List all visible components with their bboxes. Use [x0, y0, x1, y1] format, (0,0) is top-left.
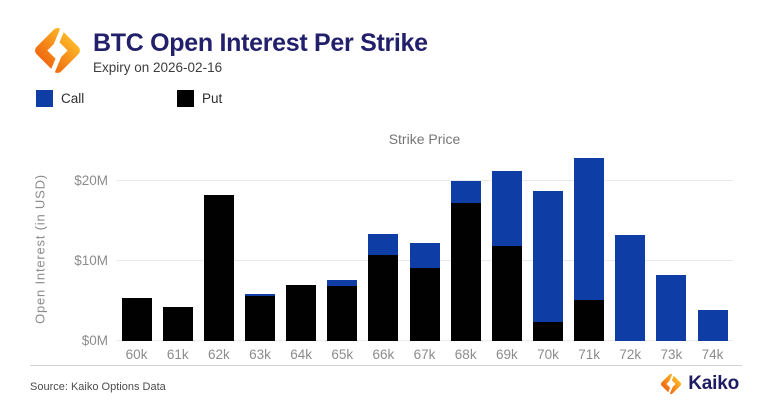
x-tick-label: 61k	[166, 347, 189, 362]
x-tick-label: 66k	[372, 347, 395, 362]
put-bar-segment[interactable]	[244, 296, 275, 341]
call-bar-segment[interactable]	[656, 274, 687, 341]
put-bar-segment[interactable]	[203, 194, 234, 341]
x-axis-ticks: 60k 61k 62k 63k 64k 65k 66k 67k 68k 69k 70k 71k 72k 7…	[116, 347, 733, 362]
header: BTC Open Interest Per Strike Expiry on 2…	[93, 29, 428, 75]
call-bar-segment[interactable]	[327, 280, 358, 286]
y-tick-label: $0M	[81, 333, 108, 348]
kaiko-brand: Kaiko	[660, 373, 739, 395]
call-color-swatch	[36, 90, 53, 107]
x-tick-label: 70k	[537, 347, 559, 362]
stacked-bar	[244, 294, 275, 341]
call-bar-segment[interactable]	[615, 234, 646, 341]
kaiko-logo-icon-footer	[660, 373, 682, 395]
stacked-bar	[491, 171, 522, 341]
x-axis-title: Strike Price	[388, 131, 461, 147]
x-tick-label: 60k	[125, 347, 148, 362]
call-bar-segment[interactable]	[574, 157, 605, 301]
bar-group	[527, 157, 568, 341]
gridline	[116, 180, 733, 181]
legend-call-label: Call	[61, 91, 85, 106]
put-bar-segment[interactable]	[574, 300, 605, 341]
bar-group	[569, 157, 610, 341]
x-tick-label: 67k	[413, 347, 436, 362]
bar-group	[157, 157, 198, 341]
put-bar-segment[interactable]	[368, 254, 399, 341]
x-tick-label: 65k	[331, 347, 354, 362]
put-bar-segment[interactable]	[409, 268, 440, 341]
stacked-bar	[615, 234, 646, 341]
stacked-bar	[409, 243, 440, 341]
x-tick-label: 72k	[619, 347, 642, 362]
source-text: Source: Kaiko Options Data	[30, 381, 166, 393]
bar-group	[116, 157, 157, 341]
stacked-bar	[697, 309, 728, 341]
bar-group	[445, 157, 486, 341]
x-tick-label: 63k	[249, 347, 271, 362]
put-bar-segment[interactable]	[491, 245, 522, 341]
stacked-bar	[203, 194, 234, 341]
put-bar-segment[interactable]	[121, 297, 152, 341]
legend-item-call[interactable]: Call	[36, 90, 84, 107]
bar-group	[692, 157, 733, 341]
stacked-bar	[162, 307, 193, 341]
stacked-bar	[121, 297, 152, 341]
legend-item-put[interactable]: Put	[177, 90, 222, 107]
stacked-bar	[532, 191, 563, 341]
call-bar-segment[interactable]	[368, 233, 399, 255]
put-bar-segment[interactable]	[450, 202, 481, 341]
x-tick-label: 68k	[454, 347, 477, 362]
bar-group	[610, 157, 651, 341]
footer-divider	[30, 365, 742, 366]
bar-group	[651, 157, 692, 341]
x-tick-label: 71k	[578, 347, 600, 362]
put-bar-segment[interactable]	[327, 285, 358, 341]
call-bar-segment[interactable]	[532, 191, 563, 322]
put-bar-segment[interactable]	[532, 321, 563, 341]
bar-group	[198, 157, 239, 341]
x-tick-label: 74k	[701, 347, 724, 362]
bar-group	[486, 157, 527, 341]
x-tick-label: 64k	[290, 347, 313, 362]
stacked-bar	[450, 181, 481, 341]
x-tick-label: 62k	[207, 347, 230, 362]
call-bar-segment[interactable]	[697, 309, 728, 341]
kaiko-logo-icon	[33, 26, 82, 75]
y-tick-label: $10M	[74, 253, 108, 268]
x-tick-label: 69k	[495, 347, 518, 362]
legend-put-label: Put	[202, 91, 223, 106]
bar-group	[322, 157, 363, 341]
bar-group	[281, 157, 322, 341]
plot-area: $20M $10M $0M	[74, 157, 733, 348]
stacked-bar	[574, 157, 605, 341]
stacked-bar	[327, 280, 358, 341]
bar-group	[239, 157, 280, 341]
call-bar-segment[interactable]	[409, 243, 440, 269]
x-tick-label: 73k	[660, 347, 683, 362]
call-bar-segment[interactable]	[491, 171, 522, 246]
call-bar-segment[interactable]	[244, 294, 275, 297]
page-title: BTC Open Interest Per Strike	[93, 29, 428, 57]
bar-group	[363, 157, 404, 341]
put-bar-segment[interactable]	[162, 307, 193, 341]
brand-wordmark: Kaiko	[688, 373, 739, 394]
call-bar-segment[interactable]	[450, 181, 481, 203]
y-tick-label: $20M	[74, 173, 108, 188]
bar-group	[404, 157, 445, 341]
stacked-bar	[286, 285, 317, 341]
put-color-swatch	[177, 90, 194, 107]
chart-subtitle: Expiry on 2026-02-16	[93, 59, 223, 75]
stacked-bar	[368, 233, 399, 341]
put-bar-segment[interactable]	[286, 285, 317, 341]
stacked-bar	[656, 274, 687, 341]
